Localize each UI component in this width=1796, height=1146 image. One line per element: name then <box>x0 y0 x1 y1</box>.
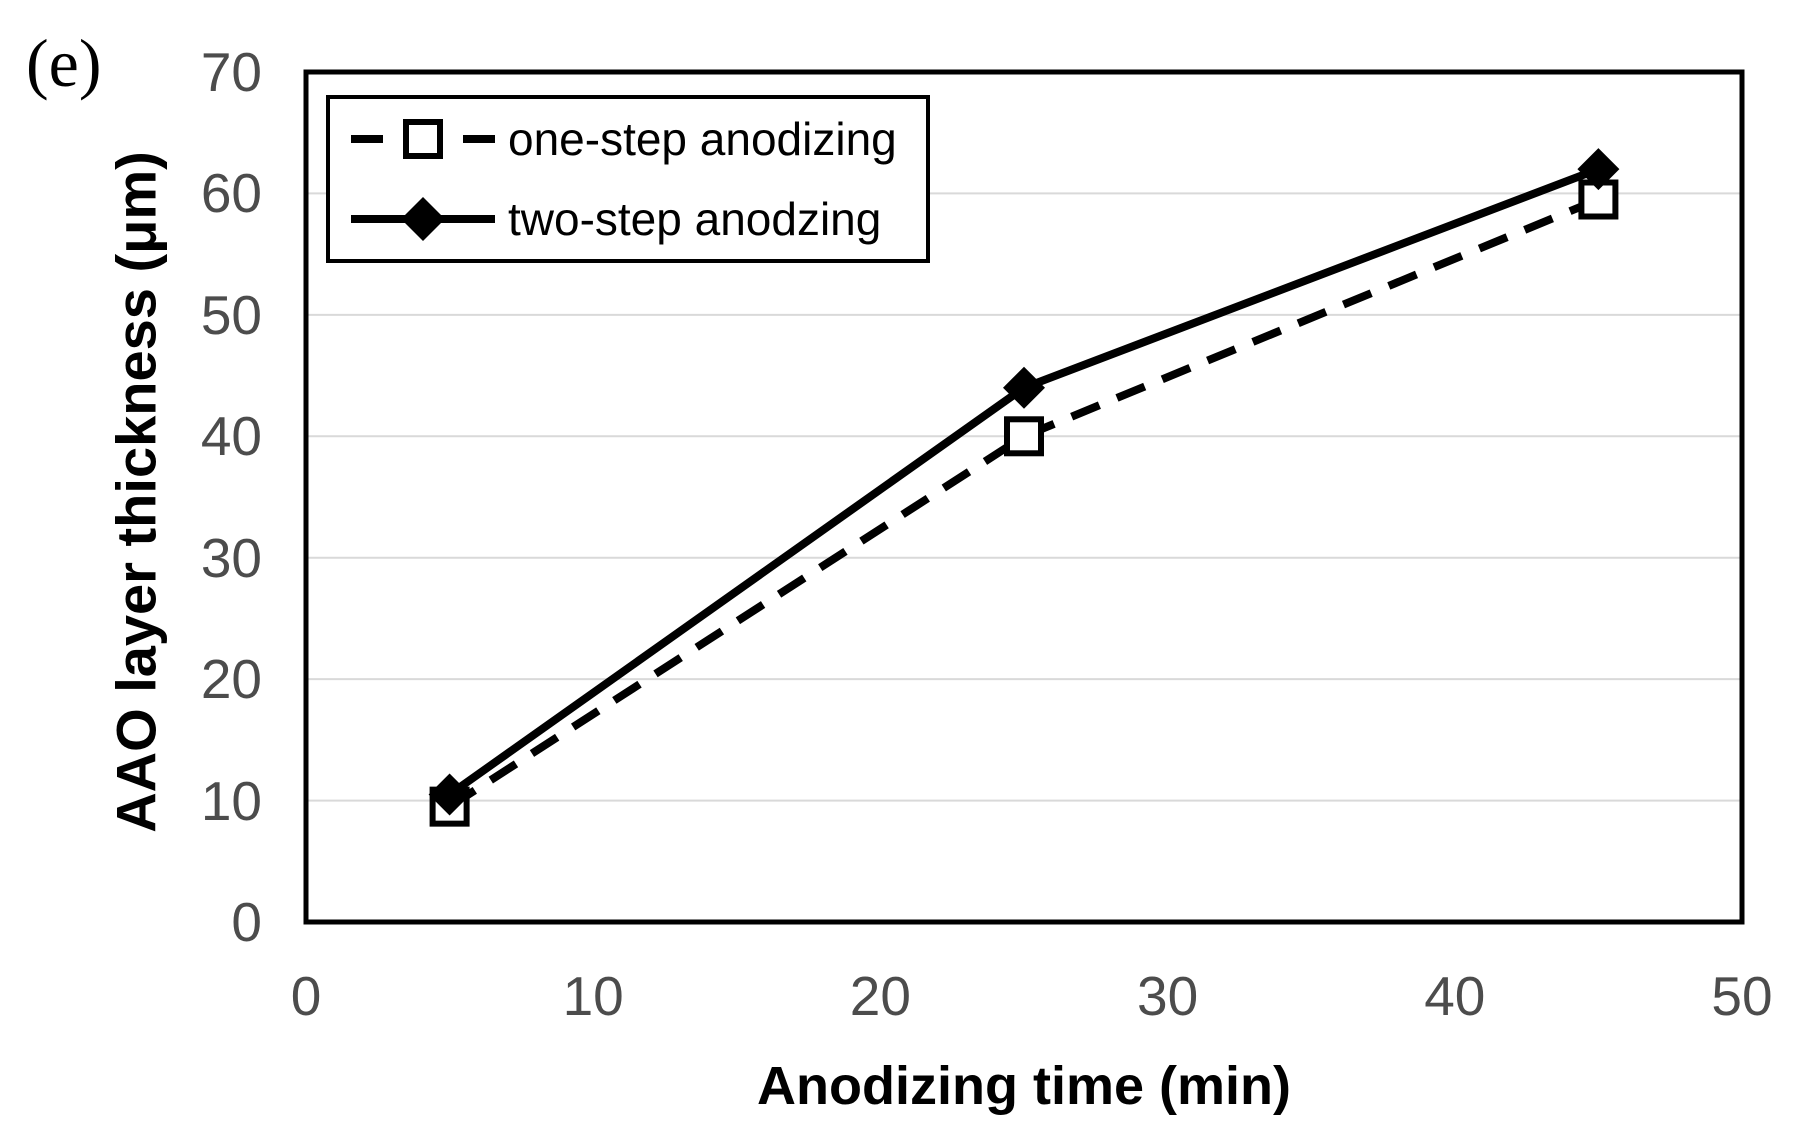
data-point-square-0-1 <box>1004 416 1044 457</box>
solid-line-diamond-marker-icon <box>351 197 495 241</box>
legend-item-one-step: one-step anodizing <box>350 108 926 170</box>
y-tick-label-20: 20 <box>200 648 262 711</box>
y-tick-label-60: 60 <box>200 162 262 225</box>
y-tick-label-40: 40 <box>200 405 262 468</box>
legend-label-two-step: two-step anodzing <box>508 193 882 245</box>
legend-label-one-step: one-step anodizing <box>508 113 897 165</box>
data-point-diamond-1-2 <box>1577 148 1620 191</box>
x-tick-label-50: 50 <box>1711 965 1773 1027</box>
y-axis-title: AAO layer thickness (μm) <box>104 151 168 833</box>
series-line-0 <box>447 195 1600 811</box>
legend: one-step anodizing two-step anodzing <box>326 95 930 263</box>
dashed-line-square-marker-icon <box>351 119 495 159</box>
panel-label: (e) <box>26 25 102 101</box>
legend-item-two-step: two-step anodzing <box>350 188 926 250</box>
data-point-diamond-1-0 <box>428 773 471 816</box>
x-axis-title: Anodizing time (min) <box>757 1056 1291 1116</box>
y-tick-label-10: 10 <box>200 769 262 832</box>
x-tick-label-40: 40 <box>1424 965 1486 1027</box>
y-tick-label-70: 70 <box>200 41 262 103</box>
data-point-diamond-1-1 <box>1003 366 1045 409</box>
x-tick-label-30: 30 <box>1137 965 1199 1027</box>
plot-border <box>303 69 1745 925</box>
y-tick-label-30: 30 <box>200 526 262 589</box>
y-tick-label-0: 0 <box>231 891 262 953</box>
y-tick-label-50: 50 <box>200 283 262 346</box>
x-tick-label-20: 20 <box>849 965 911 1027</box>
x-tick-label-10: 10 <box>562 965 624 1027</box>
x-tick-label-0: 0 <box>290 965 322 1027</box>
